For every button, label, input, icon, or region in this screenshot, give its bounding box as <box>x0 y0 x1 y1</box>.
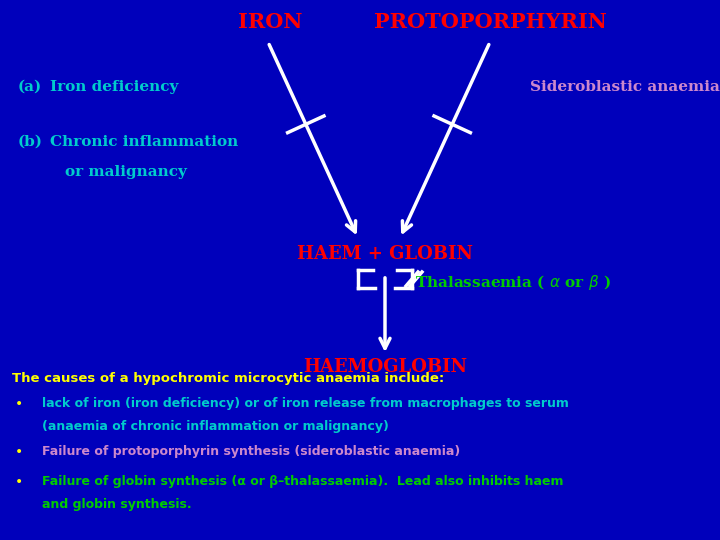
Text: •: • <box>15 397 23 411</box>
Text: •: • <box>15 475 23 489</box>
Text: (a): (a) <box>18 80 42 94</box>
Text: Failure of globin synthesis (α or β–thalassaemia).  Lead also inhibits haem: Failure of globin synthesis (α or β–thal… <box>42 475 564 488</box>
Text: Iron deficiency: Iron deficiency <box>50 80 179 94</box>
Text: HAEMOGLOBIN: HAEMOGLOBIN <box>303 358 467 376</box>
Text: HAEM + GLOBIN: HAEM + GLOBIN <box>297 245 473 263</box>
Text: IRON: IRON <box>238 12 302 32</box>
Text: and globin synthesis.: and globin synthesis. <box>42 498 192 511</box>
Text: PROTOPORPHYRIN: PROTOPORPHYRIN <box>374 12 606 32</box>
Text: or malignancy: or malignancy <box>65 165 187 179</box>
Text: •: • <box>15 445 23 459</box>
Text: The causes of a hypochromic microcytic anaemia include:: The causes of a hypochromic microcytic a… <box>12 372 444 385</box>
Text: Sideroblastic anaemia: Sideroblastic anaemia <box>530 80 720 94</box>
Text: Chronic inflammation: Chronic inflammation <box>50 135 238 149</box>
Text: Thalassaemia ( $\alpha$ or $\beta$ ): Thalassaemia ( $\alpha$ or $\beta$ ) <box>415 273 611 292</box>
Text: Failure of protoporphyrin synthesis (sideroblastic anaemia): Failure of protoporphyrin synthesis (sid… <box>42 445 460 458</box>
Text: (b): (b) <box>18 135 43 149</box>
Text: (anaemia of chronic inflammation or malignancy): (anaemia of chronic inflammation or mali… <box>42 420 389 433</box>
Text: lack of iron (iron deficiency) or of iron release from macrophages to serum: lack of iron (iron deficiency) or of iro… <box>42 397 569 410</box>
